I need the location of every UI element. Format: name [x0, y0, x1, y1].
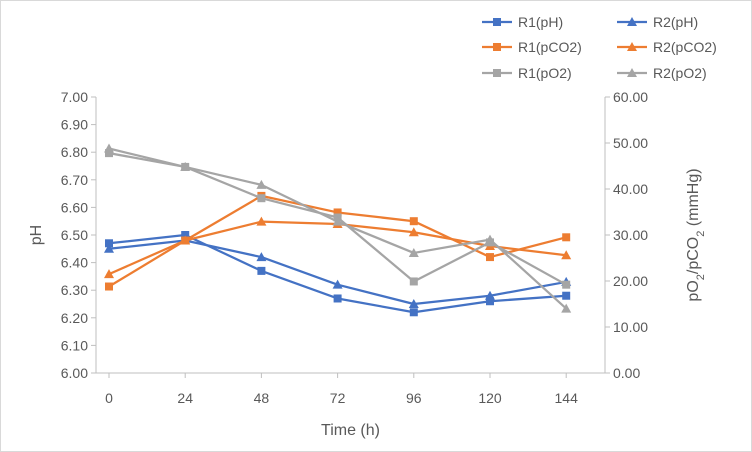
y-tick-label: 6.90 — [61, 117, 88, 133]
legend-item: R1(pH) — [482, 14, 563, 30]
y2-axis-title-subscript: 2 — [695, 231, 707, 237]
data-point — [485, 234, 495, 244]
series-r2-po2 — [104, 143, 572, 313]
data-point — [485, 290, 495, 300]
legend-label: R2(pCO2) — [653, 39, 717, 55]
series-line — [108, 239, 567, 306]
legend-marker — [627, 42, 637, 51]
x-tick-label: 120 — [478, 390, 502, 406]
y2-axis-title-text: (mmHg) — [685, 168, 702, 230]
legend-marker — [627, 68, 637, 77]
data-point — [180, 235, 191, 245]
data-point — [408, 247, 419, 257]
y2-tick-label: 20.00 — [613, 273, 648, 289]
legend-item: R2(pCO2) — [617, 39, 717, 55]
y-tick-label: 6.40 — [61, 255, 88, 271]
y2-tick-label: 60.00 — [613, 89, 648, 105]
data-point — [104, 143, 114, 153]
data-point — [257, 194, 266, 203]
data-point — [104, 269, 114, 279]
data-point — [562, 280, 571, 289]
axes-layer: 6.00 6.10 6.20 6.30 6.40 6.50 6.60 6.70 6.80 6.90… — [61, 89, 648, 406]
data-point — [561, 250, 572, 260]
data-point — [332, 216, 343, 226]
data-point — [408, 227, 419, 237]
x-tick-label: 144 — [555, 390, 579, 406]
data-point — [333, 208, 342, 217]
y-tick-label: 6.50 — [61, 227, 88, 243]
legend-marker — [493, 69, 501, 77]
x-axis-title: Time (h) — [321, 422, 380, 439]
legend-item: R2(pO2) — [617, 65, 707, 81]
y2-axis-title-subscript: 2 — [695, 274, 707, 280]
y-tick-label: 6.10 — [61, 337, 88, 353]
x-tick-label: 48 — [254, 390, 270, 406]
data-point — [105, 149, 113, 158]
series-r1-ph — [105, 231, 571, 317]
y-tick-label: 6.30 — [61, 282, 88, 298]
data-point — [256, 252, 267, 262]
y2-tick-label: 0.00 — [613, 365, 640, 381]
y-axis-title: pH — [28, 225, 45, 245]
legend-marker — [493, 43, 501, 51]
legend-label: R2(pO2) — [653, 65, 707, 81]
x-tick-label: 0 — [105, 390, 113, 406]
y2-axis-title: pO2/pCO2 (mmHg) — [685, 168, 707, 301]
y2-axis-title-text: /pCO — [685, 237, 702, 274]
data-point — [409, 217, 418, 226]
y2-tick-label: 10.00 — [613, 319, 648, 335]
data-point — [561, 303, 572, 313]
data-point — [408, 299, 419, 308]
data-point — [181, 231, 190, 239]
data-point — [257, 266, 266, 275]
data-point — [256, 179, 267, 189]
legend-item: R2(pH) — [617, 14, 698, 30]
legend-marker — [627, 17, 637, 26]
y-tick-label: 7.00 — [61, 89, 88, 105]
legend-item: R1(pO2) — [482, 65, 572, 81]
series-layer — [104, 143, 572, 317]
data-point — [333, 294, 342, 303]
y2-tick-label: 30.00 — [613, 227, 648, 243]
data-point — [332, 279, 343, 289]
legend-label: R2(pH) — [653, 14, 698, 30]
data-point — [562, 233, 571, 242]
y2-tick-label: 50.00 — [613, 135, 648, 151]
data-point — [104, 243, 114, 253]
data-point — [562, 291, 571, 300]
legend-label: R1(pH) — [518, 14, 563, 30]
legend-label: R1(pO2) — [518, 65, 572, 81]
y-tick-label: 6.20 — [61, 310, 88, 326]
legend-marker — [493, 18, 501, 26]
x-tick-label: 96 — [406, 390, 422, 406]
x-tick-label: 72 — [330, 390, 346, 406]
data-point — [105, 239, 113, 248]
data-point — [105, 282, 113, 291]
data-point — [486, 297, 494, 306]
data-point — [409, 308, 418, 317]
y-tick-label: 6.70 — [61, 172, 88, 188]
data-point — [180, 161, 191, 171]
data-point — [256, 216, 267, 226]
legend-item: R1(pCO2) — [482, 39, 582, 55]
x-tick-label: 24 — [177, 390, 193, 406]
y-tick-label: 6.60 — [61, 199, 88, 215]
y-tick-label: 6.80 — [61, 144, 88, 160]
data-point — [409, 277, 418, 286]
legend-label: R1(pCO2) — [518, 39, 582, 55]
legend: R1(pH) R2(pH) R1(pCO2) R2(pCO2) R1(pO2) R2(pO… — [482, 14, 717, 81]
y2-axis-title-text: pO — [685, 280, 702, 301]
y2-tick-label: 40.00 — [613, 181, 648, 197]
data-point — [486, 253, 494, 262]
y-tick-label: 6.00 — [61, 365, 88, 381]
